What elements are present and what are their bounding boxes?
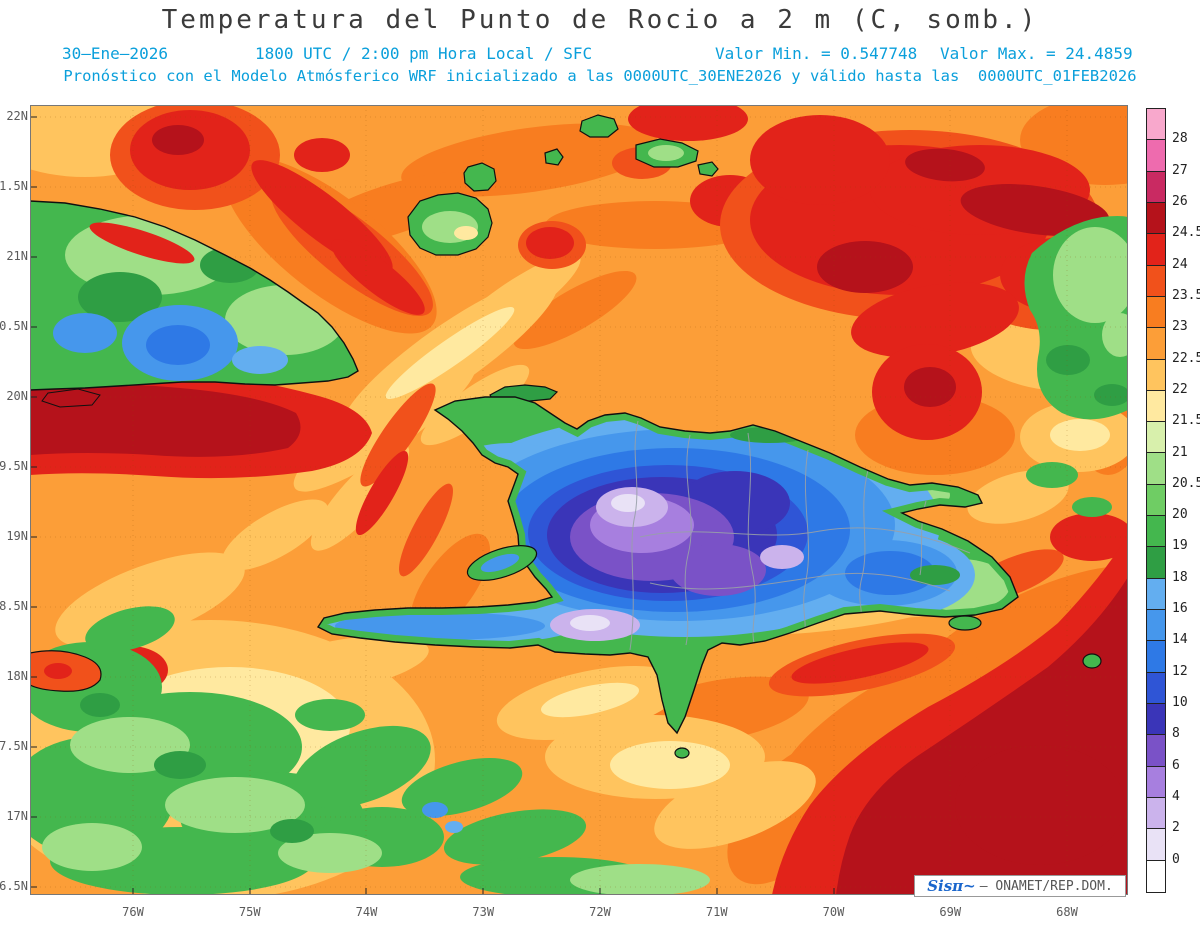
legend-value-label: 14: [1172, 632, 1188, 648]
legend-color-swatch: [1147, 390, 1165, 423]
lon-label: 72W: [589, 905, 611, 919]
watermark: Sisπ~ — ONAMET/REP.DOM.: [914, 875, 1126, 897]
legend-color-swatch: [1147, 547, 1165, 579]
lon-label: 74W: [355, 905, 378, 919]
legend-value-label: 21: [1172, 444, 1188, 460]
lon-label: 71W: [705, 905, 728, 919]
valid-date-label: 30—Ene—2026: [62, 44, 168, 63]
color-legend: [1146, 108, 1166, 893]
watermark-brand: Sisπ~: [927, 877, 976, 895]
forecast-map-svg: [30, 105, 1128, 895]
legend-value-label: 22.5: [1172, 350, 1200, 366]
lat-label: 9.5N: [0, 459, 28, 473]
lon-label: 75W: [238, 905, 261, 919]
legend-value-label: 20: [1172, 507, 1188, 523]
turks-island: [579, 114, 619, 138]
legend-color-swatch: [1147, 140, 1165, 172]
legend-color-swatch: [1147, 516, 1165, 548]
map-plot-area: [30, 105, 1128, 895]
legend-color-swatch: [1147, 328, 1165, 360]
min-value-label: Valor Min. = 0.547748: [715, 44, 918, 63]
watermark-text: — ONAMET/REP.DOM.: [979, 878, 1113, 894]
lon-label: 69W: [939, 905, 962, 919]
lat-label: 21N: [6, 249, 28, 263]
lat-label: 17N: [6, 809, 28, 823]
legend-value-label: 2: [1172, 820, 1180, 836]
legend-value-label: 8: [1172, 726, 1180, 742]
lat-label: 0.5N: [0, 319, 28, 333]
cuban-cays: [41, 388, 101, 408]
legend-value-label: 19: [1172, 538, 1188, 554]
legend-value-label: 27: [1172, 162, 1188, 178]
max-value-label: Valor Max. = 24.4859: [940, 44, 1133, 63]
legend-value-label: 18: [1172, 569, 1188, 585]
legend-color-swatch: [1147, 422, 1165, 454]
axis-ticks: [30, 116, 1068, 895]
lat-label: 19N: [6, 529, 28, 543]
valid-time-label: 1800 UTC / 2:00 pm Hora Local / SFC: [255, 44, 593, 63]
legend-color-swatch: [1147, 359, 1165, 391]
legend-value-label: 26: [1172, 193, 1188, 209]
small-islands: [30, 114, 719, 692]
legend-value-label: 23.5: [1172, 287, 1200, 303]
lat-label: 1.5N: [0, 179, 28, 193]
legend-color-swatch: [1147, 703, 1165, 736]
admin-boundaries: [629, 420, 971, 651]
legend-value-label: 24: [1172, 256, 1188, 272]
legend-value-label: 16: [1172, 601, 1188, 617]
legend-color-swatch: [1147, 766, 1165, 798]
lon-label: 68W: [1056, 905, 1078, 919]
legend-color-swatch: [1147, 860, 1165, 892]
legend-color-swatch: [1147, 453, 1165, 485]
page-title: Temperatura del Punto de Rocio a 2 m (C,…: [161, 5, 1039, 35]
legend-color-swatch: [1147, 234, 1165, 266]
legend-value-label: 24.5: [1172, 225, 1200, 241]
model-info-line: Pronóstico con el Modelo Atmósferico WRF…: [63, 67, 1137, 85]
legend-color-swatch: [1147, 735, 1165, 767]
legend-color-swatch: [1147, 578, 1165, 610]
legend-color-swatch: [1147, 171, 1165, 203]
legend-color-swatch: [1147, 265, 1165, 297]
ocean-shading: [30, 105, 1128, 895]
legend-value-label: 4: [1172, 789, 1180, 805]
lon-label: 73W: [472, 905, 495, 919]
lat-label: 18N: [6, 669, 28, 683]
legend-color-swatch: [1147, 484, 1165, 517]
plot-frame: [30, 105, 1128, 895]
legend-value-label: 22: [1172, 381, 1188, 397]
legend-color-swatch: [1147, 641, 1165, 673]
legend-value-label: 6: [1172, 757, 1180, 773]
legend-color-swatch: [1147, 672, 1165, 704]
lat-label: 20N: [6, 389, 28, 403]
legend-color-swatch: [1147, 202, 1165, 235]
lon-label: 70W: [822, 905, 845, 919]
lon-label: 76W: [122, 905, 144, 919]
legend-color-swatch: [1147, 797, 1165, 830]
legend-value-label: 23: [1172, 319, 1188, 335]
mona-island: [1082, 653, 1102, 669]
legend-color-swatch: [1147, 296, 1165, 329]
legend-color-swatch: [1147, 610, 1165, 642]
legend-value-label: 0: [1172, 851, 1180, 867]
lat-label: 6.5N: [0, 879, 28, 893]
lat-label: 8.5N: [0, 599, 28, 613]
legend-value-label: 20.5: [1172, 475, 1200, 491]
legend-value-label: 28: [1172, 131, 1188, 147]
saona-island: [948, 615, 982, 631]
beata-island: [674, 747, 690, 759]
legend-value-label: 12: [1172, 663, 1188, 679]
legend-color-swatch: [1147, 109, 1165, 141]
little-inagua-island: [463, 162, 497, 192]
lat-label: 22N: [6, 109, 28, 123]
lat-label: 7.5N: [0, 739, 28, 753]
legend-color-swatch: [1147, 829, 1165, 861]
hispaniola-island: [317, 396, 1102, 759]
legend-value-label: 21.5: [1172, 413, 1200, 429]
legend-value-label: 10: [1172, 695, 1188, 711]
